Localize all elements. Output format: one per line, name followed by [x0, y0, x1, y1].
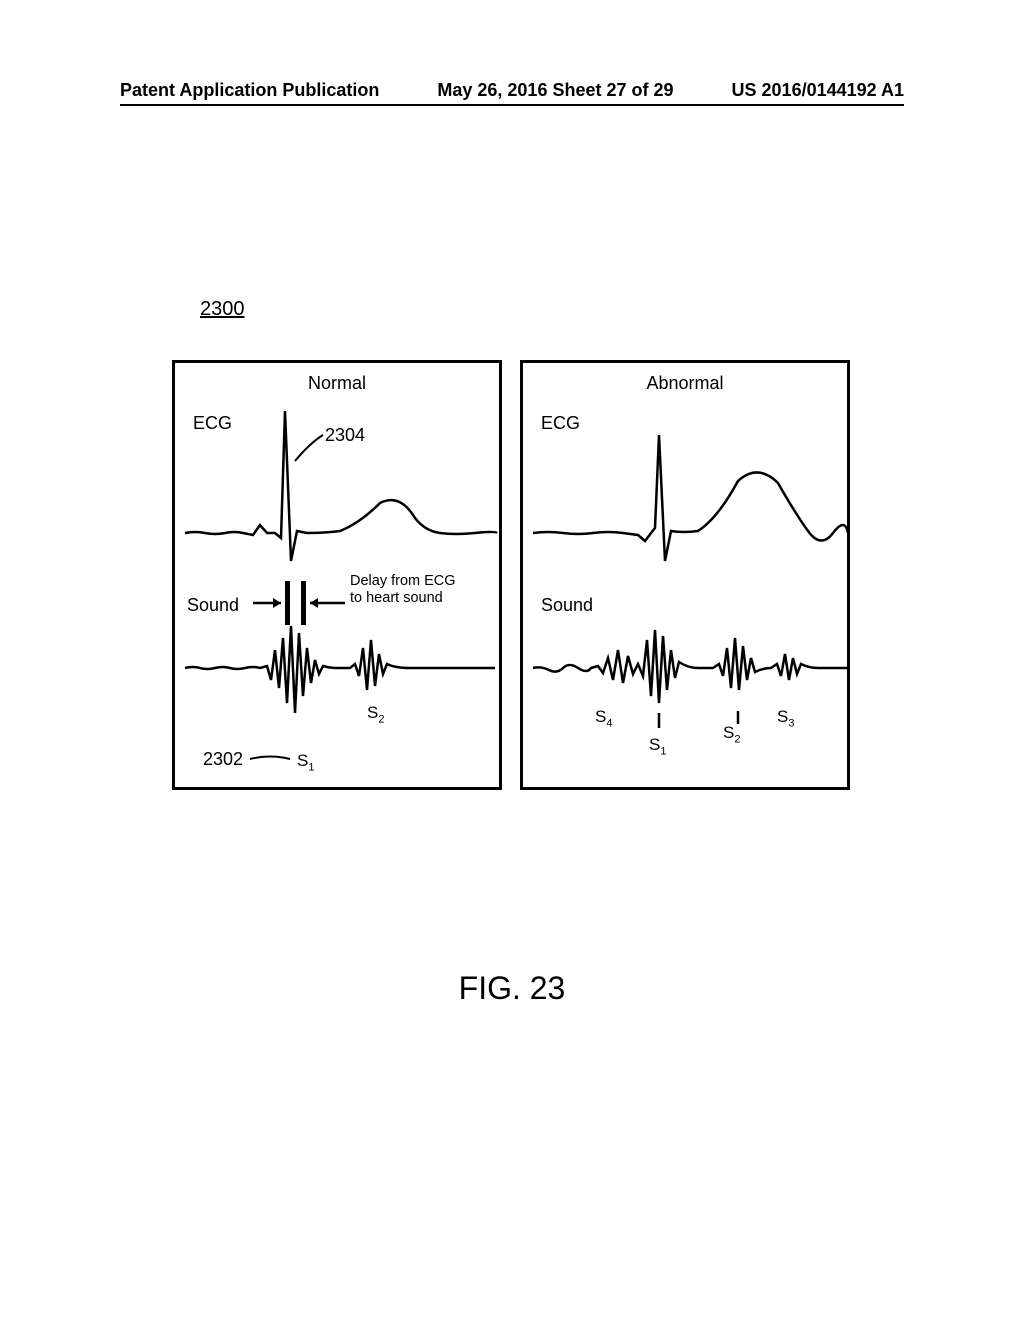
s1-label-right: S1 — [649, 735, 666, 757]
s2-label-left: S2 — [367, 703, 384, 725]
header-left: Patent Application Publication — [120, 80, 379, 101]
s2-label-right: S2 — [723, 723, 740, 745]
panel-abnormal: Abnormal ECG Sound S4 S1 S2 S3 — [520, 360, 850, 790]
s3-label-right: S3 — [777, 707, 794, 729]
ref-2302-leader — [245, 751, 305, 771]
figure-number: 2300 — [200, 298, 245, 321]
header-rule — [120, 104, 904, 106]
s4-label-right: S4 — [595, 707, 612, 729]
ecg-waveform-abnormal — [523, 363, 853, 573]
ecg-waveform-normal — [175, 363, 505, 573]
header-right: US 2016/0144192 A1 — [732, 80, 904, 101]
figure-panels: Normal ECG Sound 2304 Delay from ECG to … — [172, 360, 850, 790]
s-ticks-right — [523, 708, 853, 738]
ref-2302-label: 2302 — [203, 749, 243, 770]
figure-caption: FIG. 23 — [0, 970, 1024, 1007]
header-center: May 26, 2016 Sheet 27 of 29 — [437, 80, 673, 101]
panel-normal: Normal ECG Sound 2304 Delay from ECG to … — [172, 360, 502, 790]
sound-label-right: Sound — [541, 595, 593, 616]
sound-waveform-abnormal — [523, 618, 853, 778]
patent-header: Patent Application Publication May 26, 2… — [0, 80, 1024, 101]
